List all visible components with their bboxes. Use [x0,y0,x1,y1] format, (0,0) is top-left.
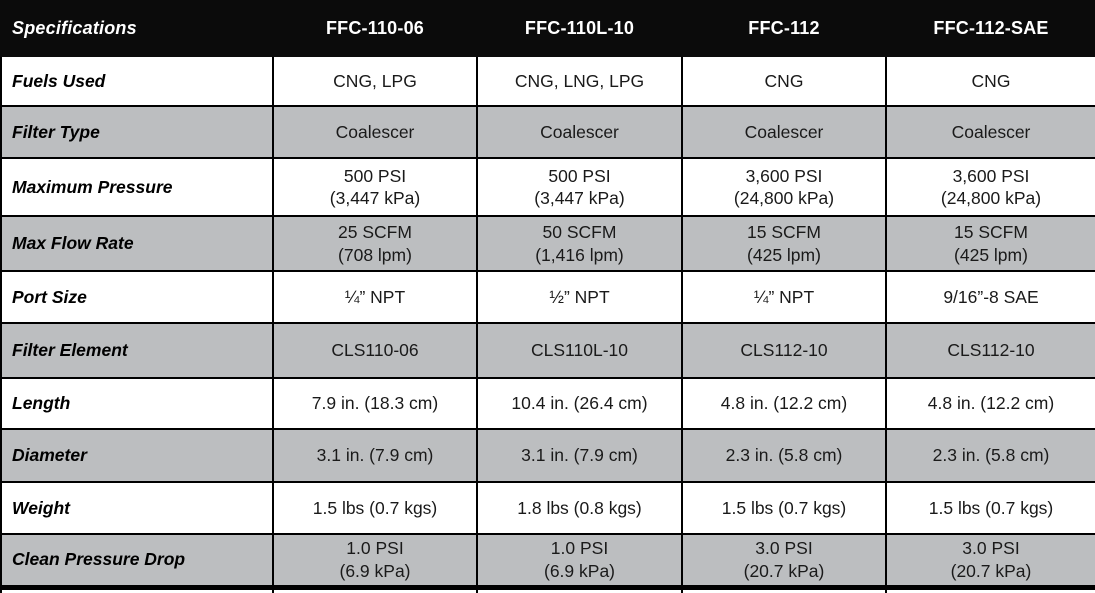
cropped-cell [476,584,683,593]
row-label-port-size: Port Size [0,270,274,324]
spec-cell: 500 PSI (3,447 kPa) [272,157,478,217]
header-specifications-label: Specifications [0,0,274,57]
row-label-max-flow-rate: Max Flow Rate [0,215,274,272]
row-label-diameter: Diameter [0,428,274,483]
spec-cell: 9/16”-8 SAE [885,270,1095,324]
spec-cell: ½” NPT [476,270,683,324]
spec-cell: Coalescer [272,105,478,159]
table-row-max-flow-rate: Max Flow Rate 25 SCFM (708 lpm) 50 SCFM … [0,215,1095,272]
spec-cell: CLS110L-10 [476,322,683,379]
header-row: Specifications FFC-110-06 FFC-110L-10 FF… [0,0,1095,57]
spec-cell: 10.4 in. (26.4 cm) [476,377,683,430]
header-col-ffc-110l-10: FFC-110L-10 [476,0,683,57]
table-row-clean-pressure-drop: Clean Pressure Drop 1.0 PSI (6.9 kPa) 1.… [0,533,1095,588]
row-label-filter-type: Filter Type [0,105,274,159]
spec-cell: 3,600 PSI (24,800 kPa) [681,157,887,217]
spec-cell: 3.0 PSI (20.7 kPa) [885,533,1095,588]
spec-cell: Coalescer [681,105,887,159]
spec-cell: CLS112-10 [681,322,887,379]
row-label-fuels-used: Fuels Used [0,55,274,107]
table-row-diameter: Diameter 3.1 in. (7.9 cm) 3.1 in. (7.9 c… [0,428,1095,483]
spec-cell: 3.1 in. (7.9 cm) [272,428,478,483]
row-label-filter-element: Filter Element [0,322,274,379]
header-col-ffc-112: FFC-112 [681,0,887,57]
spec-cell: Coalescer [476,105,683,159]
spec-cell: ¼” NPT [272,270,478,324]
table-row-fuels-used: Fuels Used CNG, LPG CNG, LNG, LPG CNG CN… [0,55,1095,107]
table-row-filter-element: Filter Element CLS110-06 CLS110L-10 CLS1… [0,322,1095,379]
spec-cell: 1.8 lbs (0.8 kgs) [476,481,683,535]
spec-cell: 1.5 lbs (0.7 kgs) [681,481,887,535]
spec-cell: 3,600 PSI (24,800 kPa) [885,157,1095,217]
spec-cell: 3.0 PSI (20.7 kPa) [681,533,887,588]
spec-cell: 15 SCFM (425 lpm) [681,215,887,272]
spec-cell: 1.0 PSI (6.9 kPa) [272,533,478,588]
spec-cell: 1.0 PSI (6.9 kPa) [476,533,683,588]
spec-cell: 25 SCFM (708 lpm) [272,215,478,272]
table-row-length: Length 7.9 in. (18.3 cm) 10.4 in. (26.4 … [0,377,1095,430]
table-row-filter-type: Filter Type Coalescer Coalescer Coalesce… [0,105,1095,159]
spec-cell: 500 PSI (3,447 kPa) [476,157,683,217]
spec-cell: 15 SCFM (425 lpm) [885,215,1095,272]
table-row-port-size: Port Size ¼” NPT ½” NPT ¼” NPT 9/16”-8 S… [0,270,1095,324]
spec-cell: CNG [681,55,887,107]
spec-cell: CNG, LNG, LPG [476,55,683,107]
row-label-weight: Weight [0,481,274,535]
cropped-cell [885,584,1095,593]
table-row-weight: Weight 1.5 lbs (0.7 kgs) 1.8 lbs (0.8 kg… [0,481,1095,535]
spec-cell: Coalescer [885,105,1095,159]
spec-cell: 50 SCFM (1,416 lpm) [476,215,683,272]
spec-cell: 1.5 lbs (0.7 kgs) [885,481,1095,535]
spec-cell: CNG [885,55,1095,107]
spec-cell: CLS110-06 [272,322,478,379]
table-row-maximum-pressure: Maximum Pressure 500 PSI (3,447 kPa) 500… [0,157,1095,217]
cropped-cell [272,584,478,593]
row-label-maximum-pressure: Maximum Pressure [0,157,274,217]
spec-cell: 4.8 in. (12.2 cm) [681,377,887,430]
row-label-clean-pressure-drop: Clean Pressure Drop [0,533,274,588]
header-col-ffc-112-sae: FFC-112-SAE [885,0,1095,57]
spec-cell: 3.1 in. (7.9 cm) [476,428,683,483]
spec-cell: 2.3 in. (5.8 cm) [885,428,1095,483]
spec-cell: CLS112-10 [885,322,1095,379]
spec-cell: 4.8 in. (12.2 cm) [885,377,1095,430]
spec-cell: ¼” NPT [681,270,887,324]
header-col-ffc-110-06: FFC-110-06 [272,0,478,57]
spec-cell: CNG, LPG [272,55,478,107]
cropped-cell [681,584,887,593]
cropped-next-row [0,584,1095,593]
spec-cell: 2.3 in. (5.8 cm) [681,428,887,483]
cropped-cell [0,584,274,593]
spec-cell: 7.9 in. (18.3 cm) [272,377,478,430]
spec-cell: 1.5 lbs (0.7 kgs) [272,481,478,535]
row-label-length: Length [0,377,274,430]
